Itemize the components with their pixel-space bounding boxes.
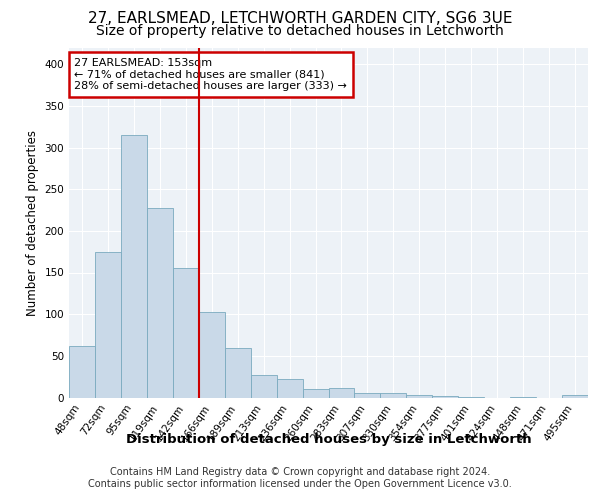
Text: Distribution of detached houses by size in Letchworth: Distribution of detached houses by size … [126, 432, 532, 446]
Bar [173, 268, 199, 398]
Bar [510, 396, 536, 398]
Bar [302, 389, 329, 398]
Bar [95, 252, 121, 398]
Bar [199, 312, 224, 398]
Bar [355, 394, 380, 398]
Bar [380, 392, 406, 398]
Bar [251, 375, 277, 398]
Bar [406, 395, 432, 398]
Bar [433, 396, 458, 398]
Text: 27 EARLSMEAD: 153sqm
← 71% of detached houses are smaller (841)
28% of semi-deta: 27 EARLSMEAD: 153sqm ← 71% of detached h… [74, 58, 347, 91]
Bar [562, 395, 588, 398]
Bar [329, 388, 355, 398]
Bar [147, 208, 173, 398]
Text: 27, EARLSMEAD, LETCHWORTH GARDEN CITY, SG6 3UE: 27, EARLSMEAD, LETCHWORTH GARDEN CITY, S… [88, 11, 512, 26]
Bar [225, 348, 251, 398]
Bar [277, 379, 302, 398]
Bar [69, 346, 95, 398]
Bar [458, 396, 484, 398]
Text: Contains HM Land Registry data © Crown copyright and database right 2024.
Contai: Contains HM Land Registry data © Crown c… [88, 468, 512, 489]
Text: Size of property relative to detached houses in Letchworth: Size of property relative to detached ho… [96, 24, 504, 38]
Bar [121, 135, 147, 398]
Y-axis label: Number of detached properties: Number of detached properties [26, 130, 39, 316]
